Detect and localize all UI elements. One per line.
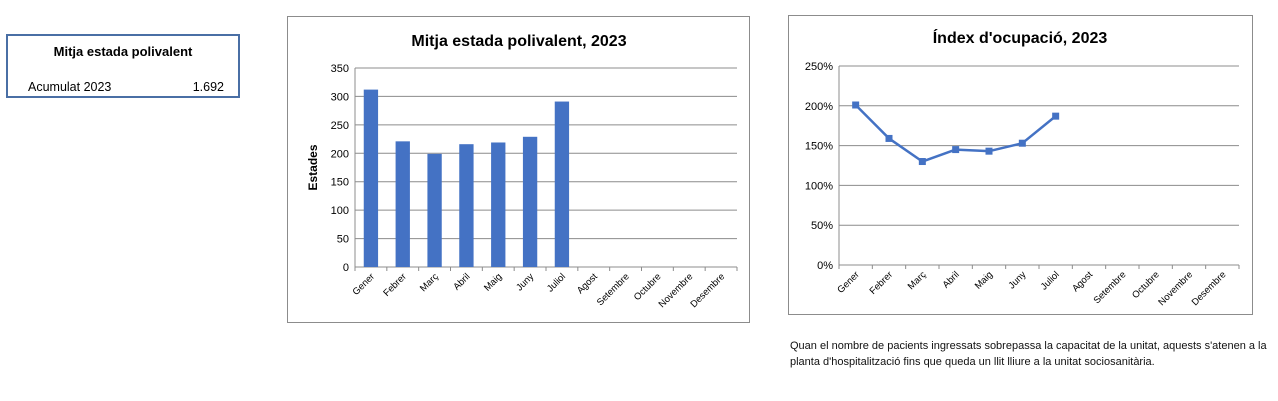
y-tick-label: 200% <box>805 101 833 113</box>
data-point <box>1018 139 1026 147</box>
bar <box>459 144 474 267</box>
x-tick-label: Agost <box>1070 269 1095 294</box>
x-tick-label: Abril <box>941 269 962 290</box>
data-point <box>852 101 860 109</box>
x-tick-label: Juny <box>1006 269 1028 291</box>
bar <box>395 141 410 267</box>
x-tick-label: Maig <box>482 271 504 293</box>
bar <box>363 89 379 267</box>
y-tick-label: 100% <box>805 180 833 192</box>
x-tick-label: Gener <box>351 271 377 297</box>
x-tick-label: Maig <box>973 269 995 291</box>
y-tick-label: 0 <box>343 262 349 274</box>
summary-value: 1.692 <box>192 80 224 94</box>
data-point <box>952 146 960 154</box>
y-axis-label: Estades <box>306 144 320 190</box>
x-tick-label: Febrer <box>868 269 896 297</box>
bar <box>554 101 570 267</box>
data-point <box>918 158 926 166</box>
line-chart-frame: Índex d'ocupació, 2023 0% 50% 100% 150% 200% 2… <box>788 15 1253 315</box>
bar-chart-frame: Mitja estada polivalent, 2023 Estades 0 50 1… <box>287 16 750 323</box>
y-tick-label: 200 <box>331 148 349 160</box>
x-tick-label: Agost <box>575 271 600 296</box>
data-point <box>885 134 893 142</box>
bar <box>491 142 506 267</box>
x-tick-label: Setembre <box>1092 269 1129 306</box>
x-tick-label: Setembre <box>595 271 632 308</box>
y-tick-label: 250 <box>331 120 349 132</box>
y-tick-label: 0% <box>817 260 833 272</box>
x-tick-label: Novembre <box>1156 269 1195 308</box>
x-tick-label: Octubre <box>1130 269 1162 301</box>
bar <box>522 136 538 267</box>
y-tick-label: 100 <box>331 205 349 217</box>
y-tick-label: 150% <box>805 141 833 153</box>
y-tick-label: 150 <box>331 177 349 189</box>
x-tick-label: Desembre <box>688 271 727 310</box>
footnote: Quan el nombre de pacients ingressats so… <box>790 340 1267 368</box>
x-tick-label: Març <box>418 271 441 294</box>
y-tick-label: 300 <box>331 91 349 103</box>
y-tick-label: 350 <box>331 63 349 75</box>
x-tick-label: Desembre <box>1190 269 1229 308</box>
bar-chart: Mitja estada polivalent, 2023 Estades 0 50 1… <box>306 33 738 310</box>
x-tick-label: Juny <box>514 271 536 293</box>
chart-title: Índex d'ocupació, 2023 <box>933 28 1108 47</box>
y-tick-label: 50% <box>811 220 833 232</box>
bar <box>427 153 442 267</box>
x-tick-label: Abril <box>451 271 472 292</box>
summary-box: Mitja estada polivalent Acumulat 2023 1.… <box>6 34 240 98</box>
data-point <box>1052 112 1060 120</box>
summary-label: Acumulat 2023 <box>28 80 112 94</box>
x-tick-label: Octubre <box>632 271 664 303</box>
y-tick-label: 250% <box>805 61 833 73</box>
y-tick-label: 50 <box>337 234 349 246</box>
summary-title: Mitja estada polivalent <box>53 44 193 59</box>
data-point <box>985 147 993 155</box>
x-tick-label: Gener <box>835 269 861 295</box>
chart-title: Mitja estada polivalent, 2023 <box>411 33 626 50</box>
x-tick-label: Juliol <box>545 271 568 294</box>
x-tick-label: Febrer <box>381 271 409 299</box>
line-chart: Índex d'ocupació, 2023 0% 50% 100% 150% 200% 2… <box>805 28 1240 308</box>
x-tick-label: Juliol <box>1039 269 1062 292</box>
x-tick-label: Març <box>906 269 929 292</box>
